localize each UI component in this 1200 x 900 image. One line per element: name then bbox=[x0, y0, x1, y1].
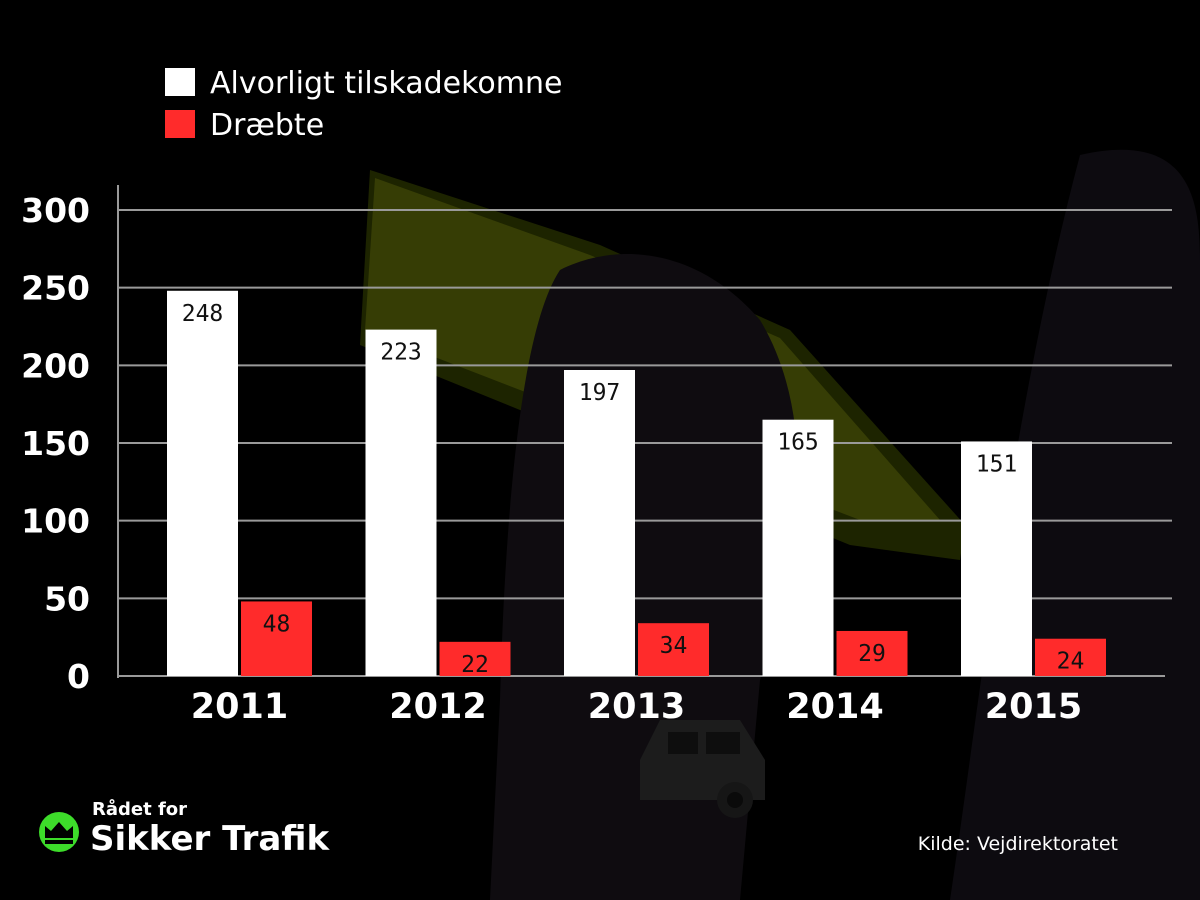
brand-line-1: Rådet for bbox=[92, 798, 187, 820]
bar-2013-series-1 bbox=[564, 369, 635, 676]
bar-2013-series-2 bbox=[638, 623, 709, 676]
legend-swatch-series-2 bbox=[165, 110, 195, 138]
x-tick-label: 2011 bbox=[191, 687, 288, 727]
source-note: Kilde: Vejdirektoratet bbox=[918, 833, 1118, 855]
data-label: 34 bbox=[660, 633, 688, 659]
y-tick-label: 100 bbox=[21, 502, 90, 541]
crown-icon bbox=[39, 812, 79, 852]
brand-line-2: Sikker Trafik bbox=[90, 819, 330, 859]
legend-label-series-1: Alvorligt tilskadekomne bbox=[210, 66, 562, 101]
bar-2012-series-1 bbox=[365, 329, 437, 676]
data-label: 197 bbox=[579, 380, 621, 406]
bar-2014-series-1 bbox=[762, 419, 834, 676]
data-label: 151 bbox=[976, 451, 1018, 477]
car-icon bbox=[640, 720, 765, 818]
x-axis-labels: 2011 2012 2013 2014 2015 bbox=[191, 687, 1082, 727]
y-tick-label: 200 bbox=[21, 346, 90, 385]
legend-label-series-2: Dræbte bbox=[210, 108, 324, 143]
y-tick-label: 250 bbox=[21, 269, 90, 308]
y-tick-label: 300 bbox=[21, 191, 90, 230]
x-tick-label: 2012 bbox=[389, 687, 486, 727]
data-label: 24 bbox=[1057, 649, 1085, 675]
x-tick-label: 2015 bbox=[985, 687, 1082, 727]
y-tick-label: 0 bbox=[67, 657, 90, 696]
bar-2011-series-1 bbox=[167, 290, 238, 676]
data-label: 223 bbox=[380, 340, 422, 366]
bar-2015-series-2 bbox=[1035, 638, 1106, 676]
legend-item-series-2: Dræbte bbox=[165, 108, 324, 143]
data-label: 165 bbox=[777, 430, 819, 456]
legend: Alvorligt tilskadekomne Dræbte bbox=[165, 66, 562, 143]
data-label: 248 bbox=[182, 301, 224, 327]
bar-2011-series-2 bbox=[241, 601, 312, 676]
bars: 248 48 223 22 197 34 165 29 151 24 bbox=[167, 290, 1106, 678]
bar-2015-series-1 bbox=[961, 441, 1032, 676]
x-tick-label: 2013 bbox=[588, 687, 685, 727]
brand-logo: Rådet for Sikker Trafik bbox=[39, 798, 330, 859]
bar-2012-series-2 bbox=[439, 641, 511, 676]
data-label: 29 bbox=[858, 641, 886, 667]
legend-item-series-1: Alvorligt tilskadekomne bbox=[165, 66, 562, 101]
x-tick-label: 2014 bbox=[786, 687, 883, 727]
y-tick-label: 50 bbox=[44, 579, 90, 618]
y-tick-label: 150 bbox=[21, 424, 90, 463]
data-label: 48 bbox=[263, 611, 291, 637]
bar-2014-series-2 bbox=[836, 630, 908, 676]
y-axis-ticks: 0 50 100 150 200 250 300 bbox=[21, 191, 90, 696]
data-label: 22 bbox=[461, 652, 489, 678]
legend-swatch-series-1 bbox=[165, 68, 195, 96]
